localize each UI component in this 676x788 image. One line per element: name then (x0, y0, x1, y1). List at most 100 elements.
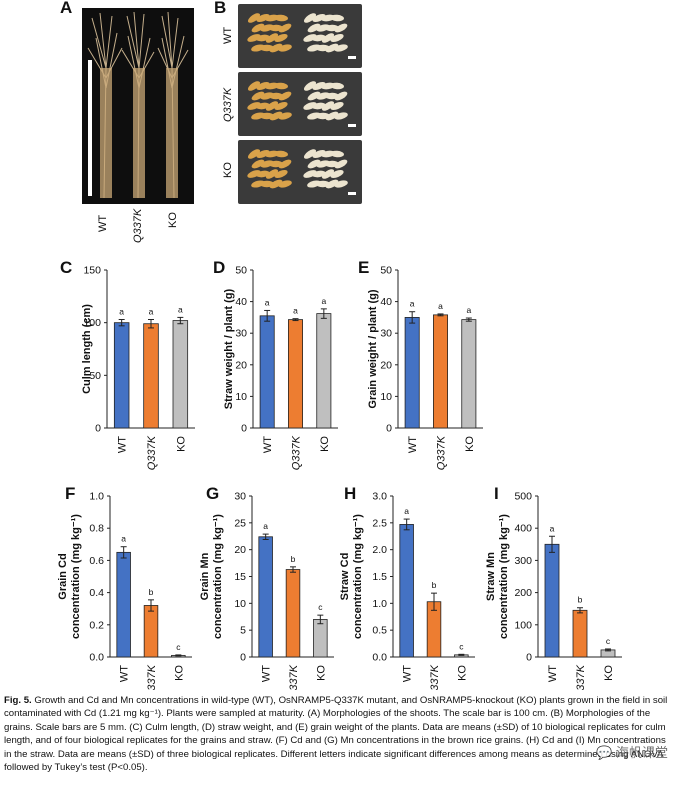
bar-g-1 (285, 569, 301, 658)
category-label-c-1: Q337K (146, 435, 158, 470)
y-tick-label-f: 0.4 (89, 587, 104, 599)
y-tick-label-c: 100 (83, 317, 101, 329)
y-tick-label-d: 30 (235, 328, 247, 340)
category-label-f-2: KO (173, 665, 185, 681)
category-label-h-2: KO (456, 665, 468, 681)
caption-text: Growth and Cd and Mn concentrations in w… (4, 695, 668, 774)
category-label-h-0: WT (402, 665, 414, 682)
y-tick-label-g: 0 (240, 652, 246, 664)
y-tick-label-d: 40 (235, 296, 247, 308)
y-tick-label-e: 0 (386, 423, 392, 435)
grain-photo-wt (238, 4, 362, 68)
y-tick-label-i: 400 (514, 523, 532, 535)
bar-h-0 (399, 524, 414, 658)
y-tick-label-i: 0 (526, 652, 532, 664)
panel-label-c: C (60, 258, 73, 277)
y-tick-label-i: 500 (514, 491, 532, 503)
category-label-f-1: Q337K (146, 664, 158, 690)
y-tick-label-d: 10 (235, 391, 247, 403)
y-tick-label-g: 15 (234, 571, 246, 583)
y-tick-label-f: 0.2 (89, 619, 104, 631)
significance-letter-g-1: b (291, 554, 296, 564)
bar-d-1 (288, 319, 303, 429)
significance-letter-d-2: a (321, 296, 326, 306)
y-tick-label-e: 50 (380, 265, 392, 277)
y-axis-title-d: Straw weight / plant (g) (223, 288, 235, 409)
category-label-e-1: Q337K (436, 435, 448, 470)
significance-letter-g-2: c (318, 602, 323, 612)
y-tick-label-i: 200 (514, 587, 532, 599)
y-tick-label-f: 0.6 (89, 555, 104, 567)
category-label-e-2: KO (464, 436, 476, 452)
y-tick-label-c: 150 (83, 265, 101, 277)
bar-d-0 (259, 315, 275, 429)
figure-caption: Fig. 5. Growth and Cd and Mn concentrati… (4, 694, 670, 774)
bar-f-0 (116, 551, 131, 658)
grain-photo-q337k (238, 72, 362, 136)
category-label-d-1: Q337K (291, 435, 303, 470)
y-axis-title-h: Straw Cd (339, 553, 351, 601)
y-tick-label-c: 0 (95, 423, 101, 435)
shoot-illustration (87, 11, 189, 199)
bar-i-1 (572, 609, 588, 658)
y-tick-label-e: 10 (380, 391, 392, 403)
panel-label-i: I (494, 484, 499, 503)
significance-letter-h-0: a (404, 506, 409, 516)
bar-e-1 (433, 314, 448, 429)
bar-c-0 (113, 322, 130, 429)
y-tick-label-g: 5 (240, 625, 246, 637)
y-tick-label-h: 0.5 (372, 625, 387, 637)
y-tick-label-g: 20 (234, 544, 246, 556)
y-tick-label-d: 0 (241, 423, 247, 435)
significance-letter-e-1: a (438, 301, 443, 311)
category-label-h-1: Q337K (429, 664, 441, 690)
significance-letter-f-0: a (121, 534, 126, 544)
significance-letter-h-2: c (459, 641, 464, 651)
significance-letter-h-1: b (432, 580, 437, 590)
panel-label-g: G (206, 484, 220, 503)
bar-c-1 (143, 323, 159, 429)
significance-letter-i-1: b (578, 595, 583, 605)
y-tick-label-g: 25 (234, 517, 246, 529)
y-axis-title-f: concentration (mg kg⁻¹) (70, 514, 82, 639)
bar-e-0 (404, 316, 420, 429)
significance-letter-e-0: a (410, 299, 415, 309)
y-tick-label-g: 30 (234, 491, 246, 503)
y-tick-label-c: 50 (89, 370, 101, 382)
category-label-c-0: WT (117, 436, 129, 453)
y-tick-label-h: 2.5 (372, 517, 387, 529)
significance-letter-c-2: a (178, 304, 183, 314)
watermark: 💬 海帆课堂 (596, 745, 668, 760)
category-label-i-0: WT (547, 665, 559, 682)
y-axis-title-h: concentration (mg kg⁻¹) (352, 514, 364, 639)
panel-label-a: A (60, 0, 73, 17)
significance-letter-d-1: a (293, 306, 298, 316)
grain-photo-ko (238, 140, 362, 204)
bar-g-2 (313, 619, 328, 658)
significance-letter-i-0: a (550, 523, 555, 533)
panel-label-f: F (65, 484, 76, 503)
bar-f-1 (143, 605, 159, 658)
category-label-d-2: KO (319, 436, 331, 452)
y-axis-title-g: concentration (mg kg⁻¹) (212, 514, 224, 639)
significance-letter-c-0: a (119, 307, 124, 317)
y-axis-title-f: Grain Cd (57, 553, 69, 599)
category-label-g-1: Q337K (288, 664, 300, 690)
bar-e-2 (461, 319, 477, 429)
y-axis-title-e: Grain weight / plant (g) (367, 289, 379, 409)
category-label-c-2: KO (175, 436, 187, 452)
y-tick-label-e: 40 (380, 296, 392, 308)
bar-c-2 (172, 320, 189, 429)
category-label-i-2: KO (603, 665, 615, 681)
category-label-i-1: Q337K (575, 664, 587, 690)
y-tick-label-e: 30 (380, 328, 392, 340)
category-label-g-2: KO (315, 665, 327, 681)
y-tick-label-i: 100 (514, 619, 532, 631)
y-axis-title-i: Straw Mn (485, 552, 497, 601)
y-axis-title-g: Grain Mn (199, 552, 211, 600)
bar-g-0 (258, 536, 273, 658)
shoot-photo (82, 8, 194, 204)
bar-d-2 (316, 313, 332, 429)
category-label-e-0: WT (407, 436, 419, 453)
